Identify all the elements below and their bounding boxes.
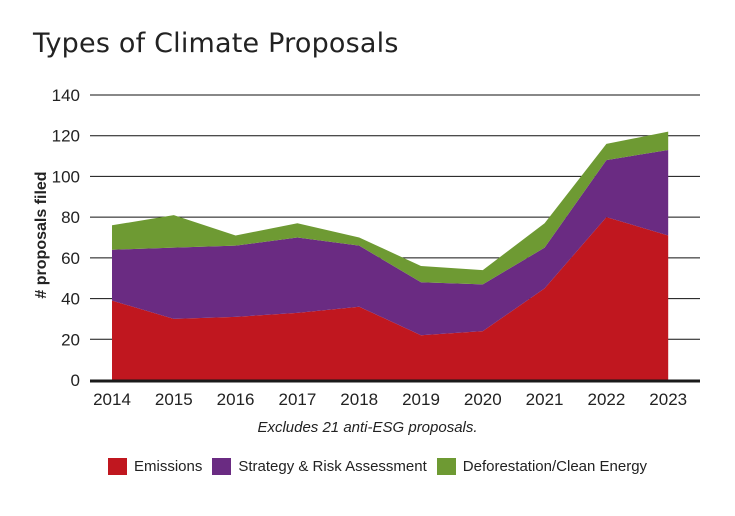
x-tick-label-2020: 2020 [464,390,502,409]
legend-label-strategy: Strategy & Risk Assessment [238,458,427,475]
y-tick-label-140: 140 [52,86,80,105]
y-tick-label-120: 120 [52,127,80,146]
legend-swatch-deforestation [436,458,456,475]
x-tick-label-2017: 2017 [278,390,316,409]
y-tick-label-0: 0 [71,371,80,390]
stacked-areas [112,131,669,380]
area-emissions [112,217,669,380]
y-tick-label-100: 100 [52,167,80,186]
legend: Emissions Strategy & Risk Assessment Def… [108,458,657,475]
area-deforestation-clean-energy [112,131,669,285]
chart-title: Types of Climate Proposals [33,28,399,59]
axis-ticks: 0 20 40 60 80 100 120 140 2014 2015 2016 2017 2018 20… [52,86,700,409]
legend-item-emissions: Emissions [108,458,202,475]
legend-item-deforestation: Deforestation/Clean Energy [436,458,648,475]
x-tick-label-2018: 2018 [340,390,378,409]
area-strategy-risk-assessment [112,149,669,336]
y-tick-label-80: 80 [61,208,80,227]
y-tick-label-20: 20 [61,330,80,349]
legend-label-emissions: Emissions [134,458,203,475]
chart-note: Excludes 21 anti-ESG proposals. [257,419,478,436]
legend-swatch-strategy [212,458,232,475]
x-tick-label-2015: 2015 [155,390,193,409]
x-tick-label-2023: 2023 [649,390,687,409]
y-axis-label: # proposals filed [33,171,50,298]
y-tick-label-60: 60 [61,249,80,268]
x-tick-label-2019: 2019 [402,390,440,409]
x-tick-label-2021: 2021 [526,390,564,409]
x-tick-label-2014: 2014 [93,390,131,409]
legend-swatch-emissions [108,458,127,475]
x-tick-label-2016: 2016 [217,390,255,409]
y-tick-label-40: 40 [61,290,80,309]
legend-item-strategy: Strategy & Risk Assessment [212,458,427,475]
x-tick-label-2022: 2022 [587,390,625,409]
legend-label-deforestation: Deforestation/Clean Energy [462,458,648,475]
